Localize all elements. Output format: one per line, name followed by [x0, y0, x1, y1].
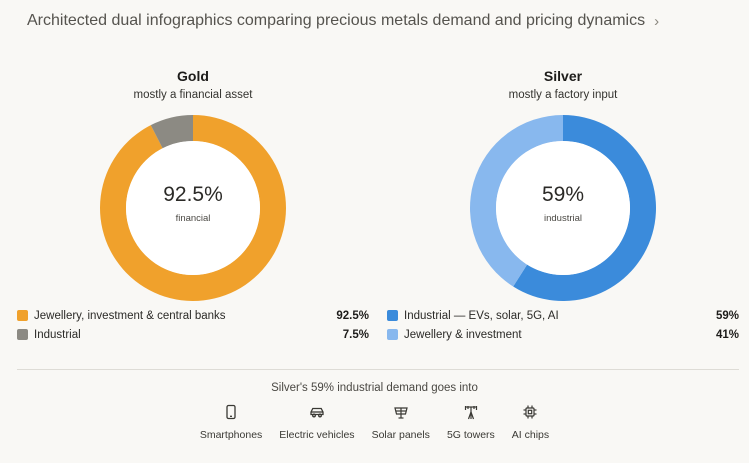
chip-icon	[523, 405, 537, 419]
tower-icon	[464, 406, 477, 420]
legend-swatch	[17, 310, 28, 321]
legend-value: 7.5%	[342, 328, 369, 341]
use-item-smartphones: Smartphones	[200, 404, 262, 441]
silver-donut-chart	[470, 115, 656, 301]
section-divider	[17, 369, 739, 370]
legend-swatch	[387, 310, 398, 321]
use-label: AI chips	[511, 429, 550, 441]
legend-item: Industrial 7.5%	[17, 325, 369, 344]
legend-label: Jewellery, investment & central banks	[34, 309, 226, 322]
smartphone-icon	[226, 404, 236, 420]
donut-slice-2	[470, 115, 563, 287]
gold-center-value: 92.5%	[163, 183, 223, 206]
donut-slice-2	[150, 115, 193, 149]
silver-panel: Silver mostly a factory input 59% indust…	[387, 64, 739, 341]
use-item-ai-chips: AI chips	[512, 404, 549, 441]
legend-item: Industrial — EVs, solar, 5G, AI 59%	[387, 306, 739, 325]
legend-label: Industrial	[34, 328, 81, 341]
use-label: Solar panels	[371, 429, 430, 441]
donut-hole	[126, 141, 260, 275]
gold-legend: Jewellery, investment & central banks 92…	[17, 306, 369, 344]
donut-slice-1	[513, 115, 656, 301]
gold-panel: Gold mostly a financial asset 92.5% fina…	[17, 64, 369, 341]
use-label: Electric vehicles	[279, 429, 355, 441]
header-link[interactable]: Architected dual infographics comparing …	[27, 12, 659, 30]
legend-value: 59%	[715, 309, 739, 322]
header-title: Architected dual infographics comparing …	[27, 12, 646, 29]
silver-center-value: 59%	[541, 183, 585, 206]
legend-value: 92.5%	[336, 309, 369, 322]
car-icon	[310, 407, 324, 418]
legend-value: 41%	[715, 328, 739, 341]
solar-panel-icon	[393, 407, 408, 419]
legend-swatch	[387, 329, 398, 340]
gold-center-label: financial	[175, 213, 211, 224]
silver-subtitle: mostly a factory input	[508, 89, 618, 101]
use-item-electric-vehicles: Electric vehicles	[279, 404, 355, 441]
legend-swatch	[17, 329, 28, 340]
donut-hole	[496, 141, 630, 275]
gold-subtitle: mostly a financial asset	[133, 89, 253, 101]
gold-donut-chart	[99, 115, 286, 301]
use-item-5g-towers: 5G towers	[447, 404, 495, 441]
legend-item: Jewellery, investment & central banks 92…	[17, 306, 369, 325]
chevron-right-icon: ›	[654, 12, 660, 30]
use-label: 5G towers	[446, 429, 495, 441]
silver-center-label: industrial	[543, 213, 583, 224]
legend-item: Jewellery & investment 41%	[387, 325, 739, 344]
silver-title: Silver	[543, 68, 583, 84]
silver-legend: Industrial — EVs, solar, 5G, AI 59% Jewe…	[387, 306, 739, 344]
use-item-solar-panels: Solar panels	[372, 404, 430, 441]
use-label: Smartphones	[199, 429, 263, 441]
legend-label: Jewellery & investment	[404, 328, 522, 341]
uses-list: Smartphones Electric vehicles Solar pane…	[0, 404, 749, 441]
uses-title: Silver's 59% industrial demand goes into	[271, 382, 478, 394]
legend-label: Industrial — EVs, solar, 5G, AI	[404, 309, 559, 322]
gold-title: Gold	[177, 68, 209, 84]
